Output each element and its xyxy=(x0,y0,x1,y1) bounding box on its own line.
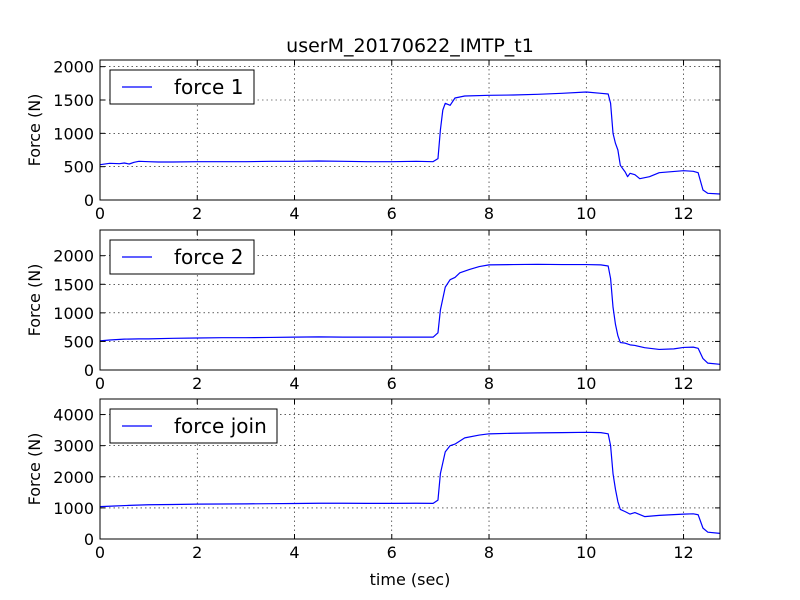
legend-label: force join xyxy=(174,414,267,438)
x-tick-label: 6 xyxy=(387,374,397,393)
y-tick-label: 500 xyxy=(63,332,94,351)
x-tick-label: 8 xyxy=(484,374,494,393)
subplot-3: 0 2 4 6 8 10 12 0 1000 2000 3000 4000 Force (N) force… xyxy=(25,398,721,562)
plot-frame xyxy=(99,229,721,371)
y-tick-label: 0 xyxy=(84,530,94,549)
x-tick-label: 2 xyxy=(192,374,202,393)
subplot-2: 0 2 4 6 8 10 12 0 500 1000 1500 2000 Force (N) force … xyxy=(25,229,721,393)
legend: force join xyxy=(109,408,278,444)
series-line-force-2 xyxy=(99,263,721,365)
series-line-force-join xyxy=(99,431,721,534)
y-tick-label: 1000 xyxy=(53,304,94,323)
x-tick-label: 8 xyxy=(484,204,494,223)
plot-frame xyxy=(99,59,721,201)
y-tick-label: 0 xyxy=(84,191,94,210)
x-axis-label: time (sec) xyxy=(370,570,451,589)
plot-frame xyxy=(99,398,721,540)
x-tick-label: 4 xyxy=(289,204,299,223)
y-tick-label: 3000 xyxy=(53,437,94,456)
series-line-force-1 xyxy=(99,91,721,195)
y-tick-label: 4000 xyxy=(53,406,94,425)
x-tick-label: 12 xyxy=(673,543,693,562)
y-axis-label: Force (N) xyxy=(25,264,44,337)
x-tick-label: 12 xyxy=(673,374,693,393)
legend-label: force 1 xyxy=(174,75,243,99)
x-tick-label: 2 xyxy=(192,204,202,223)
x-tick-label: 10 xyxy=(576,204,596,223)
x-tick-label: 0 xyxy=(95,204,105,223)
x-tick-label: 2 xyxy=(192,543,202,562)
x-tick-label: 8 xyxy=(484,543,494,562)
y-tick-label: 0 xyxy=(84,361,94,380)
legend: force 1 xyxy=(109,69,255,105)
x-tick-label: 6 xyxy=(387,543,397,562)
y-tick-label: 1000 xyxy=(53,499,94,518)
subplot-1: 0 2 4 6 8 10 12 0 500 1000 1500 2000 Force (N) force … xyxy=(25,58,721,223)
y-tick-label: 1500 xyxy=(53,91,94,110)
x-tick-label: 6 xyxy=(387,204,397,223)
x-tick-label: 12 xyxy=(673,204,693,223)
legend: force 2 xyxy=(109,239,255,275)
x-tick-label: 10 xyxy=(576,374,596,393)
y-tick-label: 2000 xyxy=(53,247,94,266)
legend-label: force 2 xyxy=(174,245,243,269)
legend-box xyxy=(109,69,255,105)
x-tick-label: 4 xyxy=(289,374,299,393)
x-tick-label: 0 xyxy=(95,543,105,562)
x-tick-label: 4 xyxy=(289,543,299,562)
chart-title: userM_20170622_IMTP_t1 xyxy=(286,35,534,57)
y-axis-label: Force (N) xyxy=(25,433,44,506)
y-tick-label: 1500 xyxy=(53,275,94,294)
y-tick-label: 500 xyxy=(63,158,94,177)
y-axis-label: Force (N) xyxy=(25,94,44,167)
y-tick-label: 2000 xyxy=(53,58,94,77)
y-tick-label: 1000 xyxy=(53,124,94,143)
x-tick-label: 0 xyxy=(95,374,105,393)
x-tick-label: 10 xyxy=(576,543,596,562)
y-tick-label: 2000 xyxy=(53,468,94,487)
